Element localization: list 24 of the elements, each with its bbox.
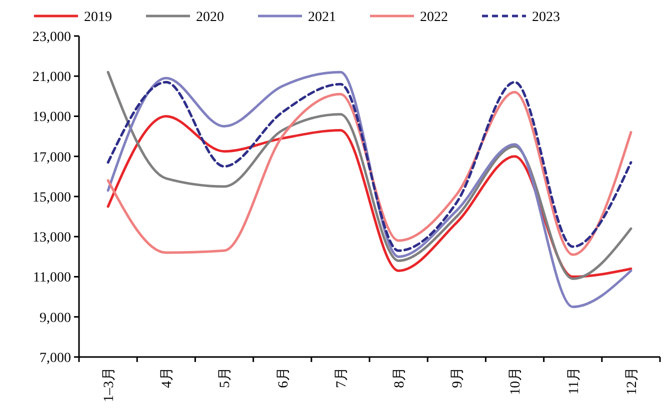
y-tick-label: 13,000 — [32, 230, 71, 246]
x-tick-label: 10月 — [508, 367, 524, 395]
x-tick-label: 9月 — [450, 367, 466, 388]
x-tick-label: 8月 — [392, 367, 408, 388]
y-tick-label: 21,000 — [32, 70, 71, 86]
legend-label: 2020 — [196, 10, 224, 25]
legend-label: 2019 — [84, 10, 112, 25]
x-tick-label: 6月 — [276, 367, 292, 388]
y-tick-label: 7,000 — [40, 350, 71, 366]
y-tick-label: 11,000 — [33, 270, 71, 286]
x-tick-label: 5月 — [218, 367, 234, 388]
y-tick-label: 9,000 — [40, 310, 71, 326]
x-tick-label: 4月 — [160, 367, 176, 388]
y-tick-label: 15,000 — [32, 190, 71, 206]
legend-label: 2022 — [420, 10, 448, 25]
legend-label: 2023 — [532, 10, 560, 25]
y-tick-label: 17,000 — [32, 150, 71, 166]
x-tick-label: 11月 — [566, 367, 582, 394]
x-tick-label: 1–3月 — [102, 367, 117, 402]
x-tick-label: 7月 — [334, 367, 350, 388]
y-tick-label: 19,000 — [32, 110, 71, 126]
y-tick-label: 23,000 — [32, 30, 71, 45]
x-tick-label: 12月 — [624, 367, 640, 395]
legend-label: 2021 — [308, 10, 336, 25]
